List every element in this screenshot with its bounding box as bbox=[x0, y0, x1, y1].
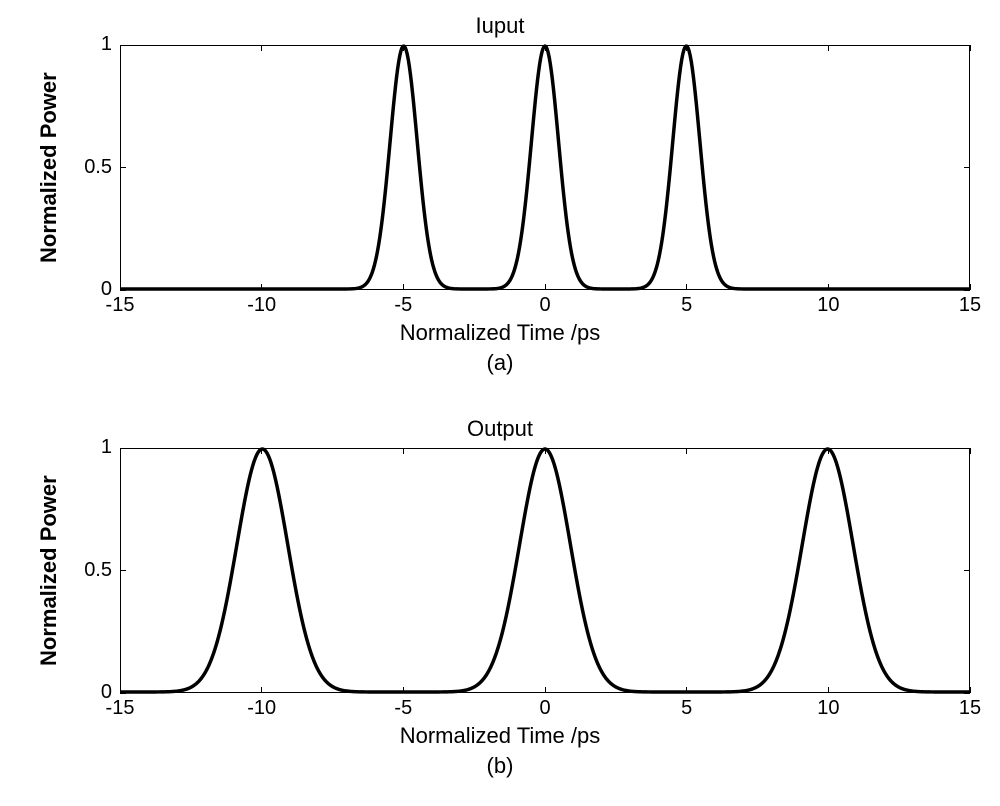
ytick-mark bbox=[120, 448, 126, 449]
xtick-mark bbox=[686, 284, 687, 290]
xtick-mark bbox=[261, 45, 262, 51]
xtick-label: 0 bbox=[505, 697, 585, 720]
xtick-mark bbox=[261, 687, 262, 693]
x-axis-label: Normalized Time /ps bbox=[0, 723, 1000, 749]
ytick-label: 0 bbox=[52, 681, 112, 704]
xtick-mark bbox=[828, 448, 829, 454]
subcaption: (a) bbox=[0, 350, 1000, 376]
ytick-mark bbox=[120, 693, 126, 694]
xtick-mark bbox=[403, 687, 404, 693]
xtick-mark bbox=[545, 687, 546, 693]
x-axis-label: Normalized Time /ps bbox=[0, 320, 1000, 346]
xtick-mark bbox=[686, 687, 687, 693]
xtick-mark bbox=[545, 45, 546, 51]
xtick-mark bbox=[970, 45, 971, 51]
xtick-label: 15 bbox=[930, 294, 1000, 317]
xtick-label: 5 bbox=[647, 294, 727, 317]
xtick-mark bbox=[970, 448, 971, 454]
ytick-mark bbox=[120, 290, 126, 291]
series-line bbox=[121, 46, 969, 289]
xtick-mark bbox=[120, 448, 121, 454]
xtick-mark bbox=[545, 448, 546, 454]
ytick-mark bbox=[120, 45, 126, 46]
xtick-mark bbox=[261, 284, 262, 290]
xtick-mark bbox=[686, 448, 687, 454]
panel-a: -15-10-505101500.51IuputNormalized Time … bbox=[0, 0, 1000, 403]
ytick-label: 0 bbox=[52, 278, 112, 301]
xtick-mark bbox=[261, 448, 262, 454]
xtick-label: -10 bbox=[222, 697, 302, 720]
xtick-mark bbox=[403, 448, 404, 454]
xtick-mark bbox=[545, 284, 546, 290]
ytick-mark bbox=[964, 167, 970, 168]
plot-area bbox=[120, 448, 970, 693]
panel-b: -15-10-505101500.51OutputNormalized Time… bbox=[0, 403, 1000, 806]
xtick-mark bbox=[403, 45, 404, 51]
ytick-mark bbox=[964, 570, 970, 571]
figure: -15-10-505101500.51IuputNormalized Time … bbox=[0, 0, 1000, 806]
xtick-mark bbox=[120, 45, 121, 51]
xtick-label: 5 bbox=[647, 697, 727, 720]
y-axis-label: Normalized Power bbox=[36, 475, 62, 666]
xtick-label: 15 bbox=[930, 697, 1000, 720]
plot-title: Iuput bbox=[0, 13, 1000, 39]
ytick-mark bbox=[964, 45, 970, 46]
xtick-mark bbox=[828, 687, 829, 693]
ytick-mark bbox=[964, 693, 970, 694]
plot-title: Output bbox=[0, 416, 1000, 442]
series-line bbox=[121, 449, 969, 692]
subcaption: (b) bbox=[0, 753, 1000, 779]
ytick-mark bbox=[964, 290, 970, 291]
xtick-mark bbox=[403, 284, 404, 290]
plot-area bbox=[120, 45, 970, 290]
xtick-mark bbox=[686, 45, 687, 51]
ytick-mark bbox=[120, 570, 126, 571]
ytick-mark bbox=[964, 448, 970, 449]
xtick-label: 10 bbox=[788, 294, 868, 317]
xtick-label: 0 bbox=[505, 294, 585, 317]
xtick-label: -10 bbox=[222, 294, 302, 317]
xtick-label: 10 bbox=[788, 697, 868, 720]
ytick-mark bbox=[120, 167, 126, 168]
xtick-label: -5 bbox=[363, 697, 443, 720]
xtick-mark bbox=[828, 284, 829, 290]
y-axis-label: Normalized Power bbox=[36, 72, 62, 263]
xtick-mark bbox=[828, 45, 829, 51]
xtick-label: -5 bbox=[363, 294, 443, 317]
